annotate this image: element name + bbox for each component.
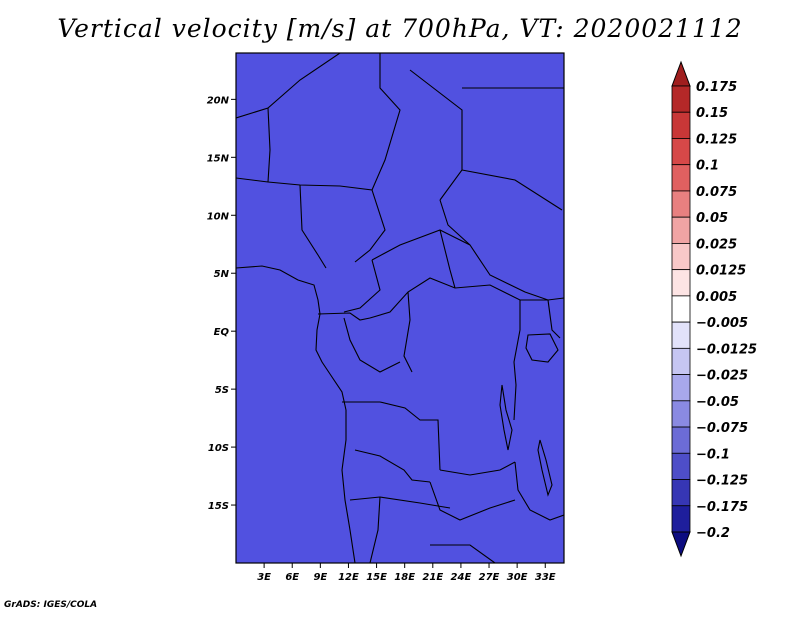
colorbar-label: −0.125 bbox=[696, 474, 748, 489]
colorbar: 0.175 0.15 0.125 0.1 0.075 0.05 0.025 0.0125 0.0… bbox=[671, 60, 757, 558]
lon-tick-label: 15E bbox=[366, 572, 387, 583]
velocity-field bbox=[236, 53, 564, 563]
lon-tick-label: 24E bbox=[451, 572, 472, 583]
lat-tick-label: 10S bbox=[208, 443, 229, 454]
latitude-axis: 20N 15N 10N 5N EQ 5S 10S 15S bbox=[207, 95, 236, 512]
colorbar-box bbox=[671, 295, 691, 323]
map-frame bbox=[235, 52, 565, 564]
lon-tick-label: 6E bbox=[285, 572, 299, 583]
colorbar-label: 0.1 bbox=[696, 159, 719, 174]
lat-tick-label: 5S bbox=[215, 385, 229, 396]
colorbar-label: −0.1 bbox=[696, 447, 730, 462]
map-title: Vertical velocity [m/s] at 700hPa, VT: 2… bbox=[57, 14, 743, 43]
colorbar-label: 0.0125 bbox=[696, 264, 746, 279]
lat-tick-label: 15S bbox=[208, 501, 229, 512]
colorbar-box bbox=[671, 243, 691, 271]
colorbar-label: −0.175 bbox=[696, 500, 748, 515]
colorbar-label: −0.05 bbox=[696, 395, 739, 410]
lon-tick-label: 9E bbox=[313, 572, 327, 583]
colorbar-box bbox=[671, 138, 691, 166]
colorbar-label: −0.005 bbox=[696, 316, 748, 331]
country-borders bbox=[236, 53, 564, 563]
colorbar-box bbox=[671, 269, 691, 297]
colorbar-label: 0.05 bbox=[696, 211, 728, 226]
colorbar-box bbox=[671, 321, 691, 349]
colorbar-box bbox=[671, 374, 691, 402]
lon-tick-label: 3E bbox=[257, 572, 271, 583]
colorbar-box bbox=[671, 216, 691, 244]
colorbar-label: 0.075 bbox=[696, 185, 737, 200]
colorbar-label: 0.15 bbox=[696, 106, 728, 121]
lon-tick-label: 27E bbox=[479, 572, 500, 583]
colorbar-label: 0.175 bbox=[696, 80, 737, 95]
colorbar-box bbox=[671, 190, 691, 218]
lon-tick-label: 18E bbox=[394, 572, 415, 583]
lat-tick-label: 10N bbox=[207, 211, 230, 222]
colorbar-label: −0.2 bbox=[696, 526, 730, 541]
colorbar-label: 0.025 bbox=[696, 237, 737, 252]
colorbar-box bbox=[671, 505, 691, 533]
colorbar-label: 0.125 bbox=[696, 132, 737, 147]
colorbar-box bbox=[671, 426, 691, 454]
colorbar-box bbox=[671, 347, 691, 375]
lon-tick-label: 12E bbox=[338, 572, 359, 583]
lon-tick-label: 33E bbox=[535, 572, 556, 583]
colorbar-box bbox=[671, 111, 691, 139]
colorbar-box bbox=[671, 400, 691, 428]
lon-tick-label: 30E bbox=[507, 572, 528, 583]
lat-tick-label: 15N bbox=[207, 153, 230, 164]
colorbar-label: −0.025 bbox=[696, 369, 748, 384]
colorbar-box bbox=[671, 452, 691, 480]
grads-credit: GrADS: IGES/COLA bbox=[4, 600, 98, 610]
colorbar-top-arrow bbox=[671, 60, 691, 87]
colorbar-bottom-arrow bbox=[671, 531, 691, 558]
colorbar-label: 0.005 bbox=[696, 290, 737, 305]
colorbar-box bbox=[671, 164, 691, 192]
longitude-axis: 3E 6E 9E 12E 15E 18E 21E 24E 27E 30E 33E bbox=[257, 563, 556, 583]
lat-tick-label: 20N bbox=[207, 95, 230, 106]
colorbar-box bbox=[671, 479, 691, 507]
colorbar-box bbox=[671, 85, 691, 113]
lat-tick-label: 5N bbox=[214, 269, 230, 280]
lat-tick-label: EQ bbox=[214, 327, 230, 338]
colorbar-label: −0.075 bbox=[696, 421, 748, 436]
colorbar-label: −0.0125 bbox=[696, 342, 757, 357]
lon-tick-label: 21E bbox=[422, 572, 443, 583]
